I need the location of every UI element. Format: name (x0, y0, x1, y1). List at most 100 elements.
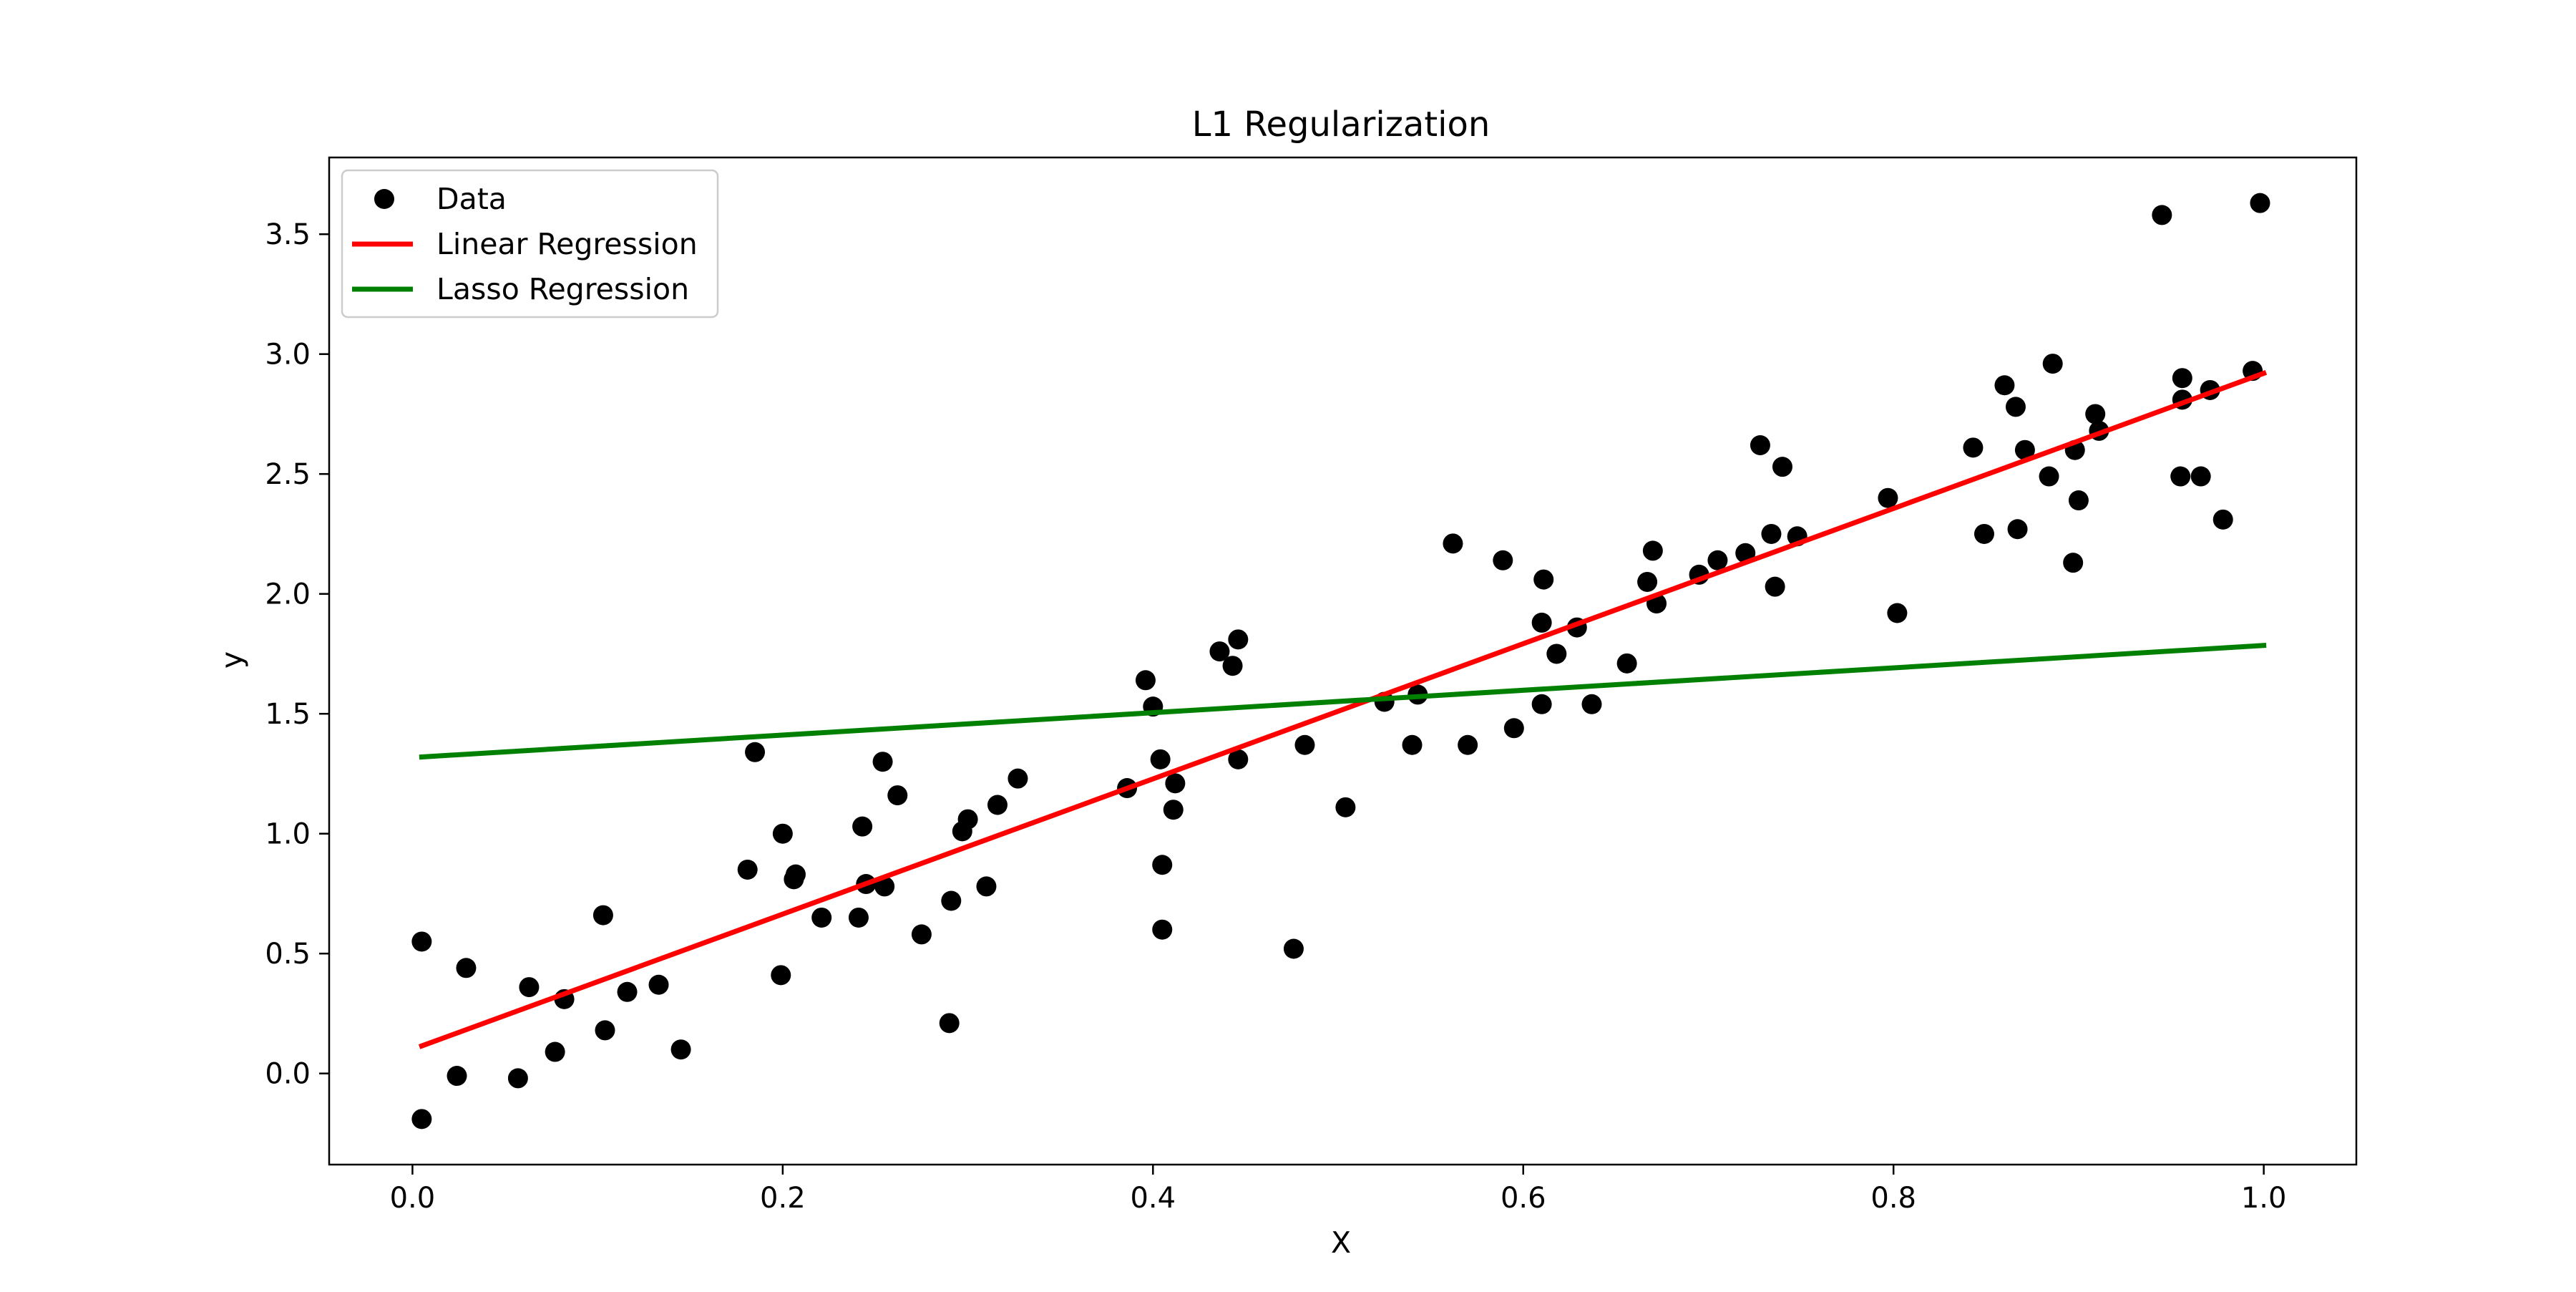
data-point (456, 958, 477, 978)
data-point (1228, 749, 1249, 769)
data-point (848, 907, 869, 928)
legend-entry-label: Lasso Regression (436, 272, 689, 306)
data-point (2170, 466, 2191, 487)
legend: Data Linear Regression Lasso Regression (341, 169, 719, 319)
data-point (2007, 519, 2028, 540)
data-point (1163, 800, 1184, 820)
plot-area: 0.0 0.2 0.4 0.6 0.8 1.0 0.0 0.5 1.0 1.5 2.0 2.5 3.0 3… (265, 156, 2358, 1215)
data-point (941, 890, 962, 911)
data-point (2042, 354, 2063, 374)
data-point (1581, 694, 1602, 714)
x-tick-label: 0.8 (1870, 1182, 1916, 1215)
data-point (1458, 734, 1478, 755)
data-point (1335, 797, 1356, 817)
data-point (592, 905, 613, 926)
data-point (1994, 375, 2015, 396)
data-point (2014, 439, 2035, 460)
data-point (976, 876, 997, 897)
data-point (1963, 437, 1984, 458)
legend-marker (374, 189, 394, 209)
data-point (2152, 205, 2172, 225)
data-point (545, 1041, 565, 1062)
data-point (595, 1020, 615, 1041)
data-point (519, 977, 540, 998)
data-point (1008, 768, 1028, 789)
data-point (1533, 569, 1554, 590)
legend-box (341, 169, 719, 319)
x-tick-label: 1.0 (2241, 1182, 2287, 1215)
data-point (2005, 397, 2026, 417)
data-point (1642, 540, 1663, 561)
data-point (1493, 550, 1513, 570)
plot-frame (328, 156, 2358, 1166)
legend-entry-label: Linear Regression (436, 227, 698, 261)
data-point (447, 1066, 467, 1087)
data-point (2085, 404, 2106, 424)
data-point (887, 785, 908, 806)
data-point (2172, 368, 2192, 389)
y-tick-label: 0.0 (265, 1058, 311, 1091)
y-tick-label: 2.5 (265, 458, 311, 491)
data-point (939, 1013, 960, 1034)
data-point (2212, 509, 2233, 530)
data-point (1222, 656, 1243, 676)
data-point (1283, 938, 1304, 959)
lasso-regression-line (419, 642, 2267, 760)
data-point (2250, 193, 2270, 213)
x-tick-label: 0.4 (1130, 1182, 1176, 1215)
data-point (1152, 919, 1173, 940)
data-point (1887, 603, 1908, 623)
data-point (1503, 718, 1524, 739)
data-point (1637, 571, 1658, 592)
data-point (1750, 435, 1770, 455)
data-point (1707, 550, 1728, 570)
x-axis-label: X (1331, 1225, 1351, 1260)
data-point (1152, 855, 1173, 875)
y-tick-label: 3.0 (265, 339, 311, 371)
data-point (411, 1109, 432, 1130)
data-point (1878, 487, 1898, 508)
data-point (745, 742, 766, 762)
data-point (507, 1068, 528, 1089)
y-tick-label: 0.5 (265, 938, 311, 971)
y-tick-label: 1.5 (265, 698, 311, 731)
data-point (411, 931, 432, 952)
data-point (911, 924, 932, 945)
data-point (872, 752, 893, 772)
y-tick-label: 2.0 (265, 578, 311, 611)
data-point (1402, 734, 1423, 755)
data-point (1294, 734, 1315, 755)
y-tick-label: 1.0 (265, 818, 311, 851)
legend-entry-label: Data (436, 182, 507, 216)
data-point (2063, 553, 2084, 573)
x-tick-label: 0.0 (390, 1182, 436, 1215)
data-point (2039, 466, 2059, 487)
data-point (811, 907, 832, 928)
data-point (648, 974, 669, 995)
linear-regression-line (418, 370, 2268, 1049)
data-point (987, 795, 1008, 815)
data-point (1761, 523, 1782, 544)
data-point (771, 965, 791, 986)
data-point (2068, 490, 2089, 511)
y-axis-label: y (215, 651, 249, 669)
data-point (772, 823, 793, 844)
data-point (737, 859, 758, 880)
data-point (2190, 466, 2211, 487)
data-point (1135, 670, 1156, 691)
data-point (1974, 523, 1994, 544)
data-point (1772, 457, 1792, 477)
data-point (617, 981, 638, 1002)
data-point (852, 816, 873, 837)
data-point (1765, 576, 1785, 597)
x-tick-label: 0.2 (760, 1182, 806, 1215)
data-point (1228, 629, 1249, 650)
data-point (670, 1039, 691, 1060)
data-point (785, 864, 806, 885)
data-point (1150, 749, 1171, 769)
data-point (1531, 612, 1552, 633)
chart-title: L1 Regularization (1192, 105, 1491, 145)
data-point (1531, 694, 1552, 714)
